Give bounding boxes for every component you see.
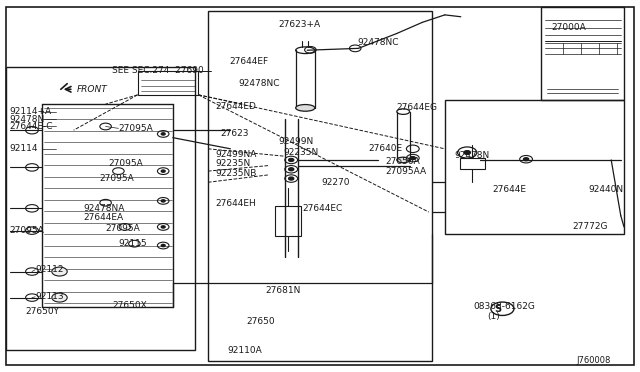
Text: 27000A: 27000A	[552, 23, 586, 32]
Text: 92110A: 92110A	[227, 346, 262, 355]
Text: 92115: 92115	[118, 239, 147, 248]
Text: 92478N: 92478N	[454, 151, 490, 160]
Text: 27095A: 27095A	[106, 224, 140, 233]
Circle shape	[464, 151, 470, 154]
Text: 92235NB: 92235NB	[216, 169, 257, 178]
Circle shape	[52, 293, 67, 302]
Text: 92499N: 92499N	[278, 137, 314, 146]
Text: (1): (1)	[488, 312, 500, 321]
Text: 27650: 27650	[246, 317, 275, 326]
Text: SEE SEC.274  27690: SEE SEC.274 27690	[112, 66, 204, 75]
Circle shape	[161, 226, 165, 228]
Text: 27650X: 27650X	[112, 301, 147, 310]
Circle shape	[410, 157, 415, 160]
Text: 92478NC: 92478NC	[357, 38, 399, 47]
Text: 27095A: 27095A	[118, 124, 153, 133]
Text: J760008: J760008	[576, 356, 611, 365]
Text: 27644EF: 27644EF	[229, 57, 268, 66]
Text: 92235N: 92235N	[284, 148, 319, 157]
Text: 27644E: 27644E	[493, 185, 527, 194]
Text: S: S	[494, 304, 502, 314]
Circle shape	[289, 158, 294, 161]
Text: 27644EC: 27644EC	[302, 204, 342, 213]
Bar	[541, 7, 624, 100]
Text: 27623: 27623	[221, 129, 250, 138]
Bar	[445, 100, 624, 234]
Text: 92112: 92112	[35, 265, 64, 274]
Text: 27095AA: 27095AA	[385, 167, 426, 176]
Text: 92270: 92270	[321, 178, 350, 187]
Text: 92478NA: 92478NA	[83, 204, 125, 213]
Text: 92235N: 92235N	[216, 159, 251, 168]
Text: 27644E-C: 27644E-C	[10, 122, 53, 131]
Text: 08368-6162G: 08368-6162G	[474, 302, 536, 311]
Circle shape	[161, 244, 165, 247]
Bar	[138, 71, 198, 95]
Circle shape	[289, 177, 294, 180]
Text: 27644EH: 27644EH	[216, 199, 257, 208]
Text: 27644EG: 27644EG	[397, 103, 438, 112]
Text: 27095A: 27095A	[10, 226, 44, 235]
Circle shape	[161, 200, 165, 202]
Text: 27095A: 27095A	[109, 159, 143, 168]
Text: 27640E: 27640E	[368, 144, 402, 153]
Bar	[6, 67, 195, 350]
Text: 92499NA: 92499NA	[216, 150, 257, 159]
Text: 27681N: 27681N	[266, 286, 301, 295]
Bar	[460, 158, 485, 169]
Text: 27623+A: 27623+A	[278, 20, 321, 29]
Text: 27772G: 27772G	[573, 222, 608, 231]
Circle shape	[52, 267, 67, 276]
Ellipse shape	[296, 105, 315, 111]
Text: 27644EA: 27644EA	[83, 213, 124, 222]
Text: FRONT: FRONT	[77, 85, 108, 94]
Text: 92114+A: 92114+A	[10, 107, 52, 116]
Circle shape	[524, 158, 529, 161]
Circle shape	[161, 170, 165, 172]
Ellipse shape	[397, 157, 410, 163]
Text: 27644ED: 27644ED	[216, 102, 257, 110]
Bar	[208, 11, 432, 361]
Circle shape	[289, 168, 294, 171]
Text: 92478N: 92478N	[10, 115, 45, 124]
Text: 92113: 92113	[35, 292, 64, 301]
Text: 27650A: 27650A	[385, 157, 420, 166]
Bar	[275, 206, 301, 236]
Text: 27650Y: 27650Y	[26, 307, 60, 316]
Text: 27095A: 27095A	[99, 174, 134, 183]
Text: 92478NC: 92478NC	[238, 79, 280, 88]
Text: 92114: 92114	[10, 144, 38, 153]
Text: 92440N: 92440N	[589, 185, 624, 194]
Circle shape	[161, 133, 165, 135]
